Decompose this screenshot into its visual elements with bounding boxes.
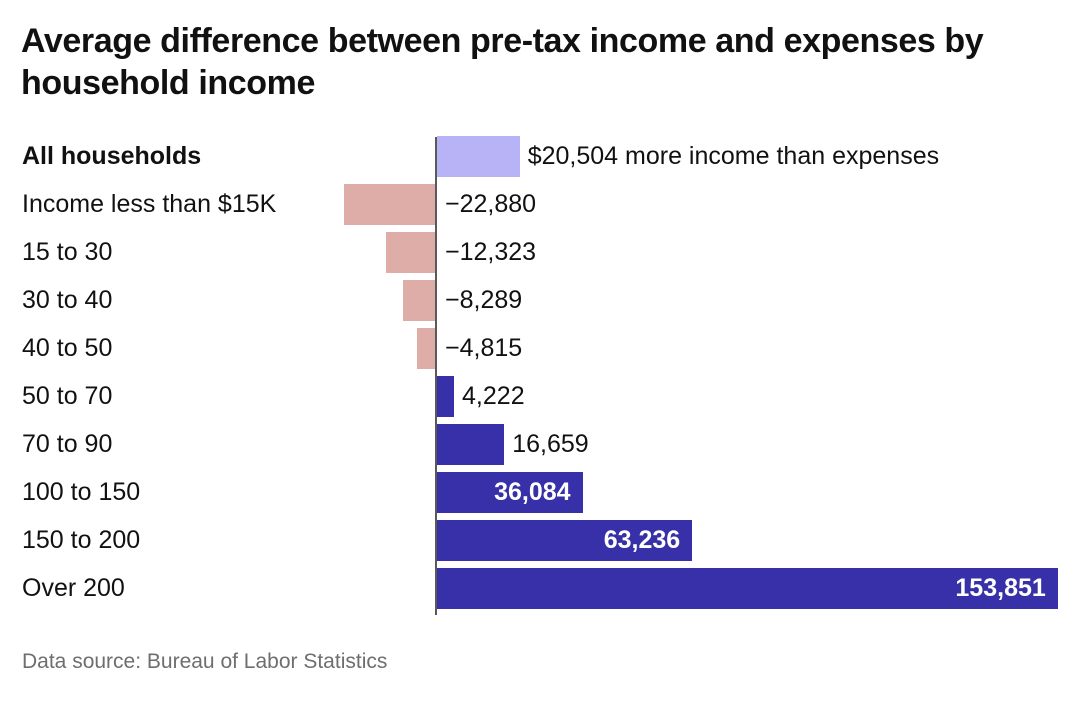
category-label: 150 to 200: [22, 526, 141, 554]
bar-value-label: 153,851: [955, 574, 1046, 602]
bar-row: All households $20,504 more income than e…: [0, 132, 1080, 180]
title-block: Average difference between pre-tax incom…: [21, 20, 1031, 104]
bar-row: Income less than $15K −22,880: [0, 180, 1080, 228]
category-label: All households: [22, 142, 202, 170]
bar-value-label: −12,323: [445, 238, 537, 266]
bar-row: 30 to 40 −8,289: [0, 276, 1080, 324]
bar[interactable]: [343, 184, 436, 225]
category-label: Over 200: [22, 574, 125, 602]
category-label: 70 to 90: [22, 430, 113, 458]
bar[interactable]: [437, 424, 505, 465]
bar-value-label: −8,289: [445, 286, 523, 314]
bar-row: 50 to 70 4,222: [0, 372, 1080, 420]
bar-value-label: 4,222: [462, 382, 525, 410]
bar-row: 100 to 150 36,084: [0, 468, 1080, 516]
category-label: 40 to 50: [22, 334, 113, 362]
bar[interactable]: [386, 232, 436, 273]
plot-area: All households $20,504 more income than e…: [0, 132, 1080, 621]
bar-value-label: 16,659: [512, 430, 589, 458]
bar-row: 150 to 200 63,236: [0, 516, 1080, 564]
category-label: 30 to 40: [22, 286, 113, 314]
bar-row: 40 to 50 −4,815: [0, 324, 1080, 372]
bar[interactable]: [437, 520, 693, 561]
bar-value-label: $20,504 more income than expenses: [527, 142, 940, 170]
source-note: Data source: Bureau of Labor Statistics: [22, 650, 388, 673]
bar-row: 15 to 30 −12,323: [0, 228, 1080, 276]
bar[interactable]: [437, 376, 455, 417]
category-label: 15 to 30: [22, 238, 113, 266]
bar-value-label: 63,236: [603, 526, 681, 554]
bar[interactable]: [437, 472, 583, 513]
bar[interactable]: [402, 280, 436, 321]
bar-value-label: 36,084: [494, 478, 571, 506]
bar-value-label: −4,815: [445, 334, 523, 362]
bar-row: 70 to 90 16,659: [0, 420, 1080, 468]
page-title: Average difference between pre-tax incom…: [21, 22, 984, 103]
bar-row: Over 200 153,851: [0, 564, 1080, 612]
bar[interactable]: [437, 136, 520, 177]
zero-axis-line: [435, 137, 437, 615]
category-label: Income less than $15K: [22, 190, 277, 218]
bar-value-label: −22,880: [445, 190, 537, 218]
category-label: 50 to 70: [22, 382, 113, 410]
bar[interactable]: [437, 568, 1058, 609]
category-label: 100 to 150: [22, 478, 141, 506]
bar[interactable]: [416, 328, 436, 369]
